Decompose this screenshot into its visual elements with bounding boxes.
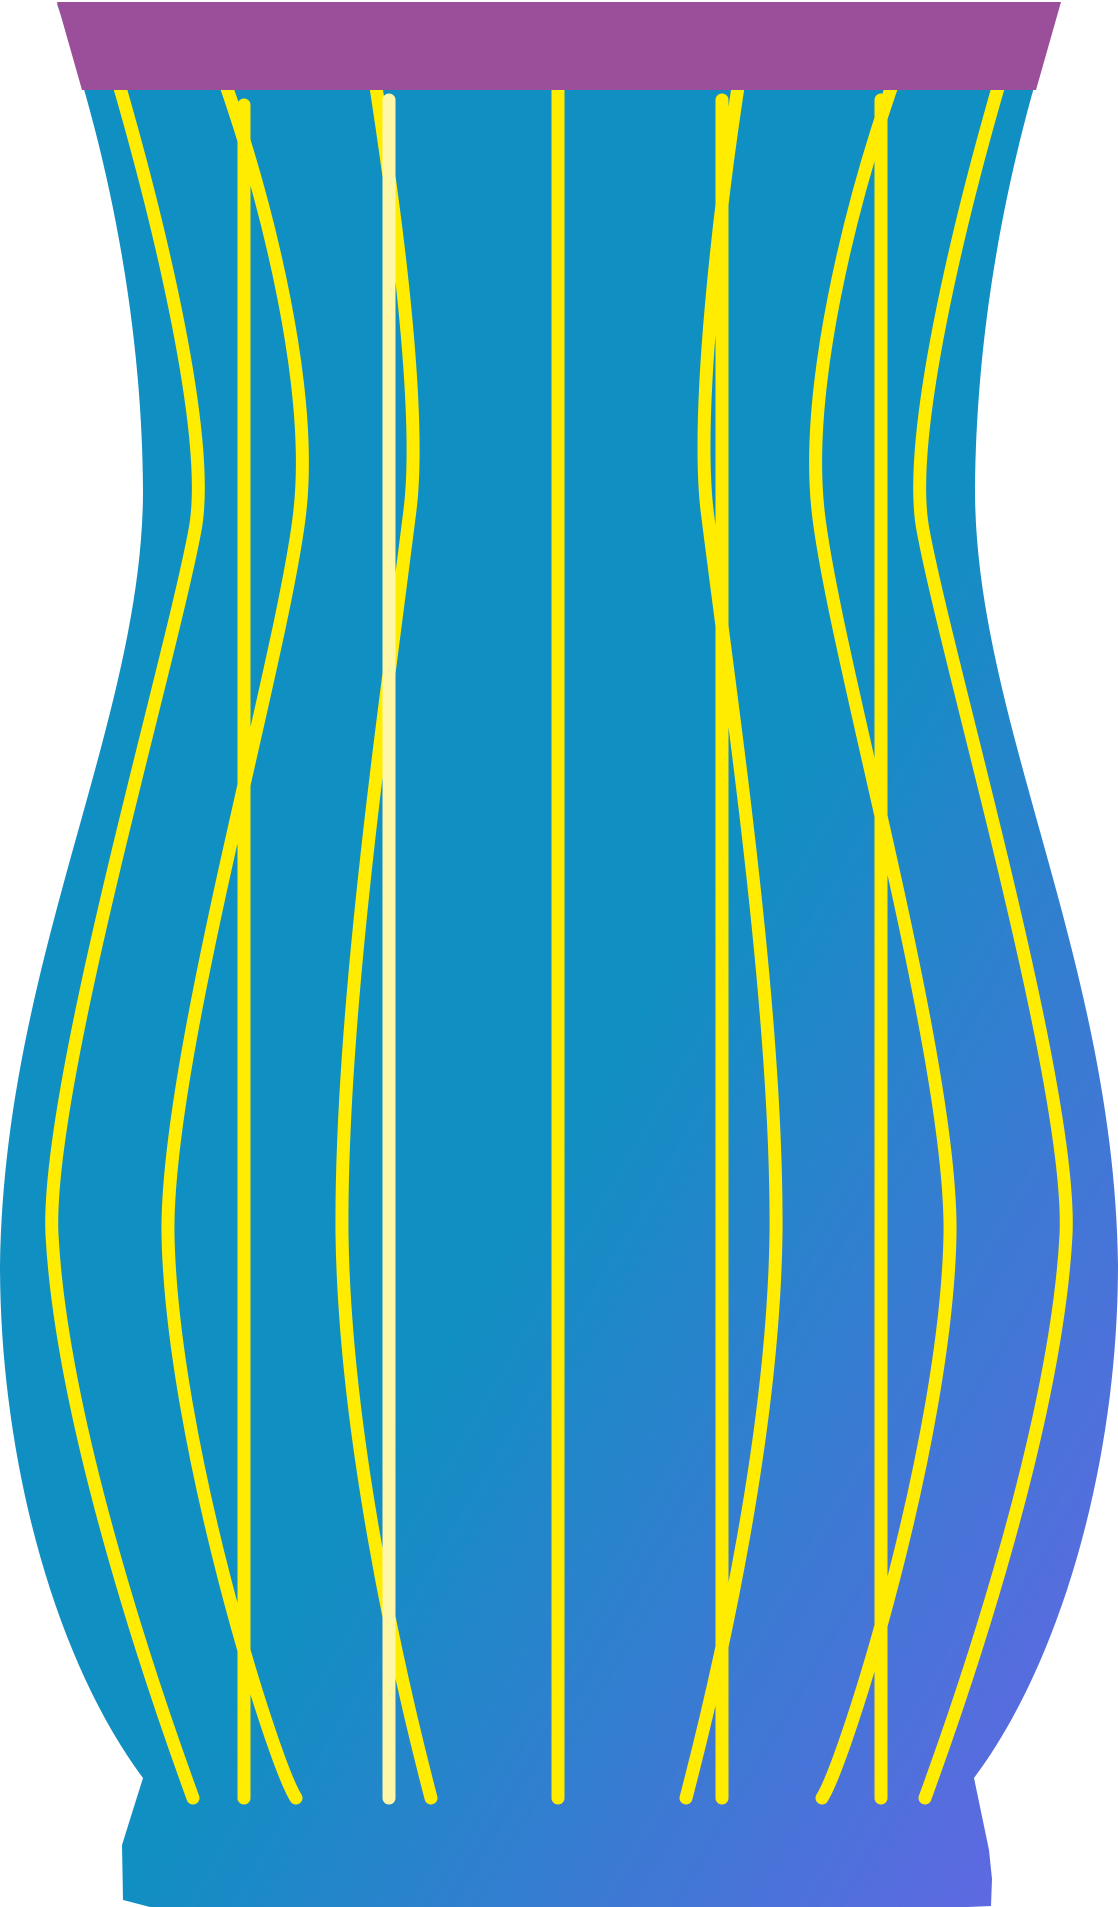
stripe — [335, 67, 438, 1805]
stripe — [913, 67, 1073, 1805]
stripe — [45, 67, 205, 1805]
stripe — [679, 67, 783, 1805]
stripe — [809, 67, 957, 1805]
stripe — [161, 67, 309, 1805]
vase-rim — [57, 2, 1061, 90]
stripe-group — [45, 67, 1073, 1805]
